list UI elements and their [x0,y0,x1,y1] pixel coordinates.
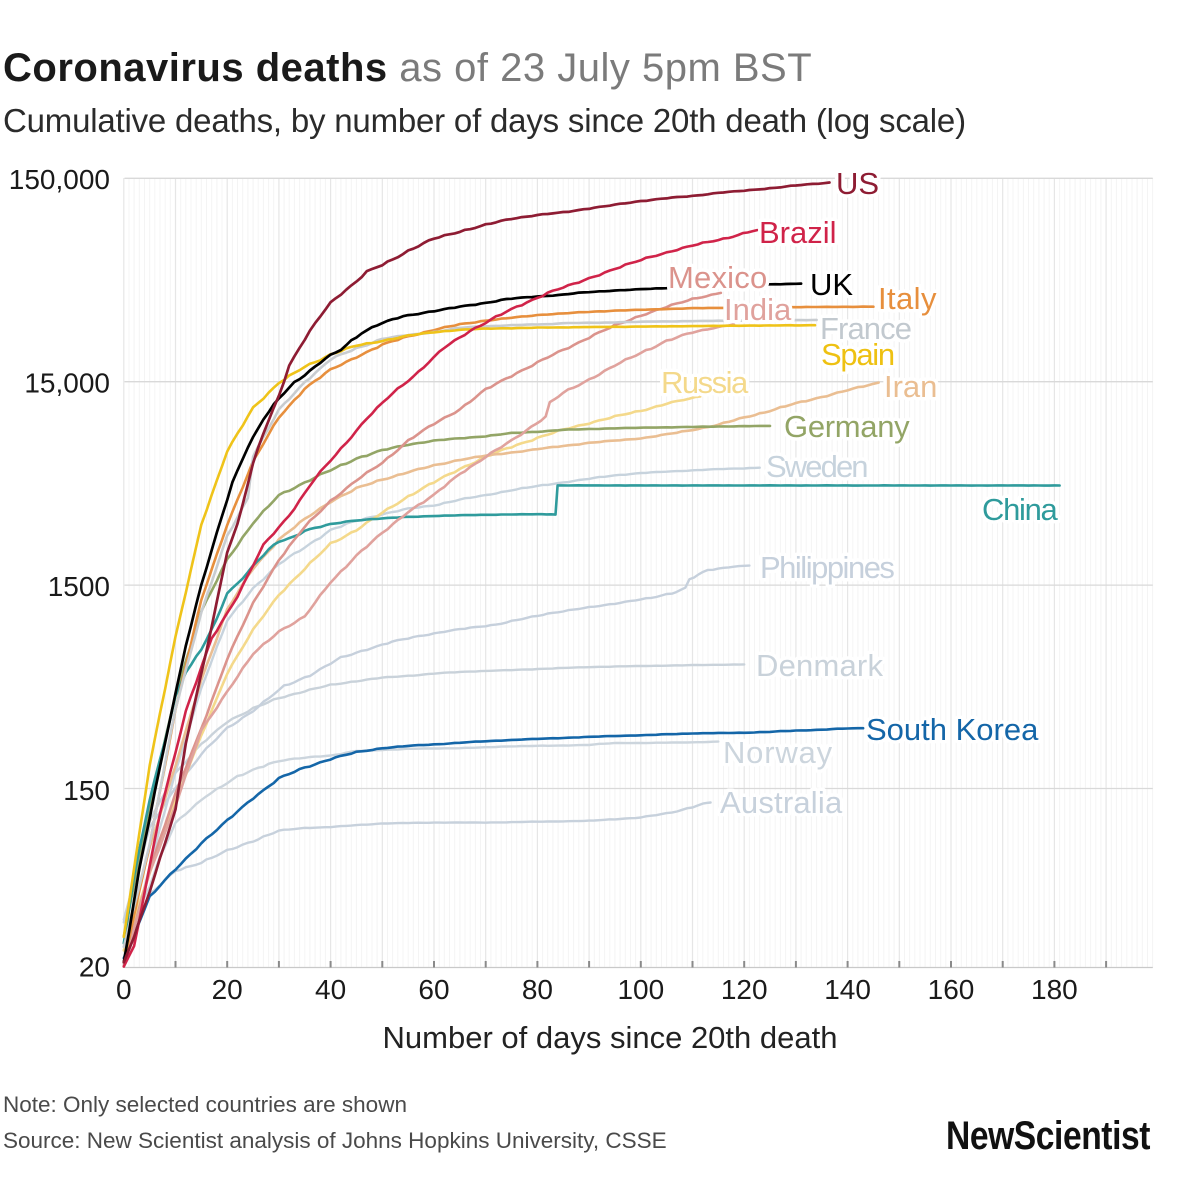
svg-text:140: 140 [824,974,871,1005]
svg-text:1500: 1500 [48,571,110,602]
svg-text:150,000: 150,000 [9,164,110,195]
svg-text:Germany: Germany [784,409,910,444]
svg-text:150: 150 [63,775,110,806]
svg-text:Sweden: Sweden [766,449,867,484]
svg-text:US: US [836,166,879,201]
svg-text:0: 0 [116,974,132,1005]
svg-text:Russia: Russia [661,365,749,400]
svg-text:UK: UK [810,267,853,302]
svg-text:120: 120 [721,974,768,1005]
svg-text:NewScientist: NewScientist [946,1113,1150,1157]
svg-text:15,000: 15,000 [24,368,110,399]
svg-text:Cumulative deaths, by number o: Cumulative deaths, by number of days sin… [3,102,966,139]
svg-text:Australia: Australia [720,785,843,820]
svg-text:20: 20 [212,974,243,1005]
svg-text:Mexico: Mexico [668,260,767,295]
svg-text:60: 60 [418,974,449,1005]
svg-text:80: 80 [522,974,553,1005]
svg-text:Brazil: Brazil [759,215,837,250]
svg-text:160: 160 [928,974,975,1005]
svg-text:Philippines: Philippines [760,550,894,585]
svg-text:South Korea: South Korea [866,712,1039,747]
svg-text:40: 40 [315,974,346,1005]
svg-text:Norway: Norway [723,735,833,770]
svg-text:Spain: Spain [821,337,894,372]
svg-text:20: 20 [79,952,110,983]
svg-text:Italy: Italy [878,281,937,316]
svg-text:Denmark: Denmark [756,648,883,683]
svg-text:100: 100 [617,974,664,1005]
svg-text:China: China [982,492,1059,527]
svg-text:Iran: Iran [884,369,937,404]
svg-text:India: India [724,292,792,327]
svg-text:Number of days since 20th deat: Number of days since 20th death [383,1020,838,1055]
svg-text:Note: Only selected countries: Note: Only selected countries are shown [3,1092,407,1117]
svg-text:180: 180 [1031,974,1078,1005]
svg-text:Coronavirus deaths as of 23 Ju: Coronavirus deaths as of 23 July 5pm BST [3,46,812,90]
svg-text:France: France [820,311,911,346]
svg-text:Source: New Scientist analysis: Source: New Scientist analysis of Johns … [3,1128,667,1153]
